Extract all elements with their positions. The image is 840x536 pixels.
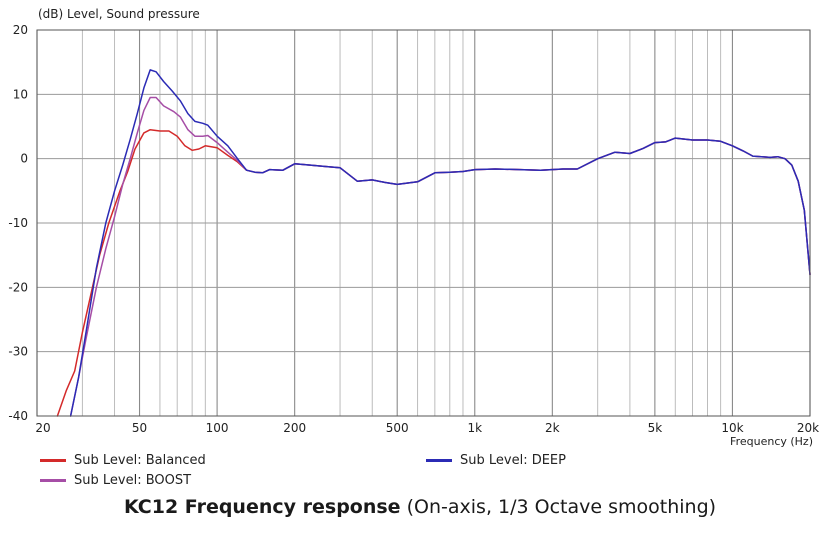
x-tick-label: 200: [283, 421, 306, 435]
caption-title: KC12 Frequency response: [123, 496, 401, 518]
x-tick-label: 100: [206, 421, 229, 435]
x-tick-labels: 20 50 100 200 500 1k 2k 5k 10k 20k: [35, 421, 819, 435]
legend-label-deep: Sub Level: DEEP: [460, 453, 566, 468]
x-tick-label: 1k: [467, 421, 482, 435]
y-tick-label: -30: [8, 345, 28, 359]
x-tick-label: 500: [386, 421, 409, 435]
y-axis-label: (dB) Level, Sound pressure: [38, 7, 200, 21]
series-line-deep: [69, 69, 811, 417]
legend-label-boost: Sub Level: BOOST: [74, 473, 192, 488]
y-tick-label: -20: [8, 280, 28, 294]
x-tick-label: 50: [132, 421, 147, 435]
x-tick-label: 10k: [721, 421, 743, 435]
x-tick-label: 5k: [648, 421, 663, 435]
y-tick-labels: 20 10 0 -10 -20 -30 -40: [8, 23, 28, 423]
y-tick-label: -40: [8, 409, 28, 423]
y-tick-label: 10: [13, 87, 28, 101]
legend-label-balanced: Sub Level: Balanced: [74, 453, 206, 468]
legend-swatch-boost: [40, 479, 66, 482]
legend-swatch-deep: [426, 459, 452, 462]
x-tick-label: 20: [35, 421, 50, 435]
plot-frame: [36, 29, 811, 417]
x-axis-label: Frequency (Hz): [730, 435, 813, 448]
y-tick-label: 20: [13, 23, 28, 37]
y-tick-label: 0: [20, 152, 28, 166]
series-layer: [56, 69, 811, 417]
y-tick-label: -10: [8, 216, 28, 230]
legend-item-boost: Sub Level: BOOST: [40, 473, 191, 488]
caption-subtitle: (On-axis, 1/3 Octave smoothing): [400, 496, 717, 518]
x-tick-label: 2k: [545, 421, 560, 435]
chart-caption: KC12 Frequency response (On-axis, 1/3 Oc…: [0, 496, 840, 518]
legend-item-deep: Sub Level: DEEP: [426, 453, 566, 468]
legend-item-balanced: Sub Level: Balanced: [40, 453, 206, 468]
legend-swatch-balanced: [40, 459, 66, 462]
x-tick-label: 20k: [797, 421, 819, 435]
